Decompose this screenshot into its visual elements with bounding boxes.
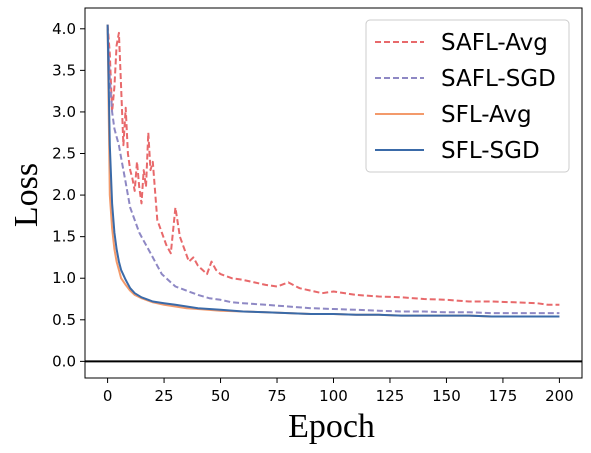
series-line-safl-avg <box>106 24 560 306</box>
series-line-safl-sgd <box>106 28 560 315</box>
x-tick-label: 100 <box>319 387 348 405</box>
x-tick-label: 25 <box>155 387 174 405</box>
y-tick-label: 0.5 <box>52 311 76 329</box>
series-group <box>106 24 560 318</box>
legend-label: SAFL-SGD <box>441 66 556 92</box>
legend-label: SAFL-Avg <box>441 30 548 56</box>
y-tick-label: 2.0 <box>52 186 76 204</box>
y-tick-label: 1.5 <box>52 228 76 246</box>
x-tick-label: 75 <box>267 387 286 405</box>
y-tick-label: 0.0 <box>52 352 76 370</box>
y-tick-label: 2.5 <box>52 145 76 163</box>
y-tick-label: 1.0 <box>52 269 76 287</box>
y-tick-label: 3.0 <box>52 103 76 121</box>
x-tick-label: 150 <box>432 387 461 405</box>
x-tick-label: 50 <box>211 387 230 405</box>
series-line-sfl-sgd <box>106 24 560 318</box>
legend-label: SFL-Avg <box>441 102 532 128</box>
legend-box <box>365 19 570 173</box>
x-tick-label: 175 <box>489 387 518 405</box>
legend: SAFL-Avg SAFL-SGD SFL-Avg SFL-SGD <box>365 19 570 173</box>
legend-label: SFL-SGD <box>441 138 540 164</box>
x-axis-title: Epoch <box>288 408 375 445</box>
x-tick-label: 0 <box>103 387 113 405</box>
x-tick-label: 200 <box>545 387 574 405</box>
y-tick-label: 3.5 <box>52 61 76 79</box>
y-axis-title: Loss <box>8 163 45 227</box>
x-tick-label: 125 <box>376 387 405 405</box>
y-tick-label: 4.0 <box>52 20 76 38</box>
